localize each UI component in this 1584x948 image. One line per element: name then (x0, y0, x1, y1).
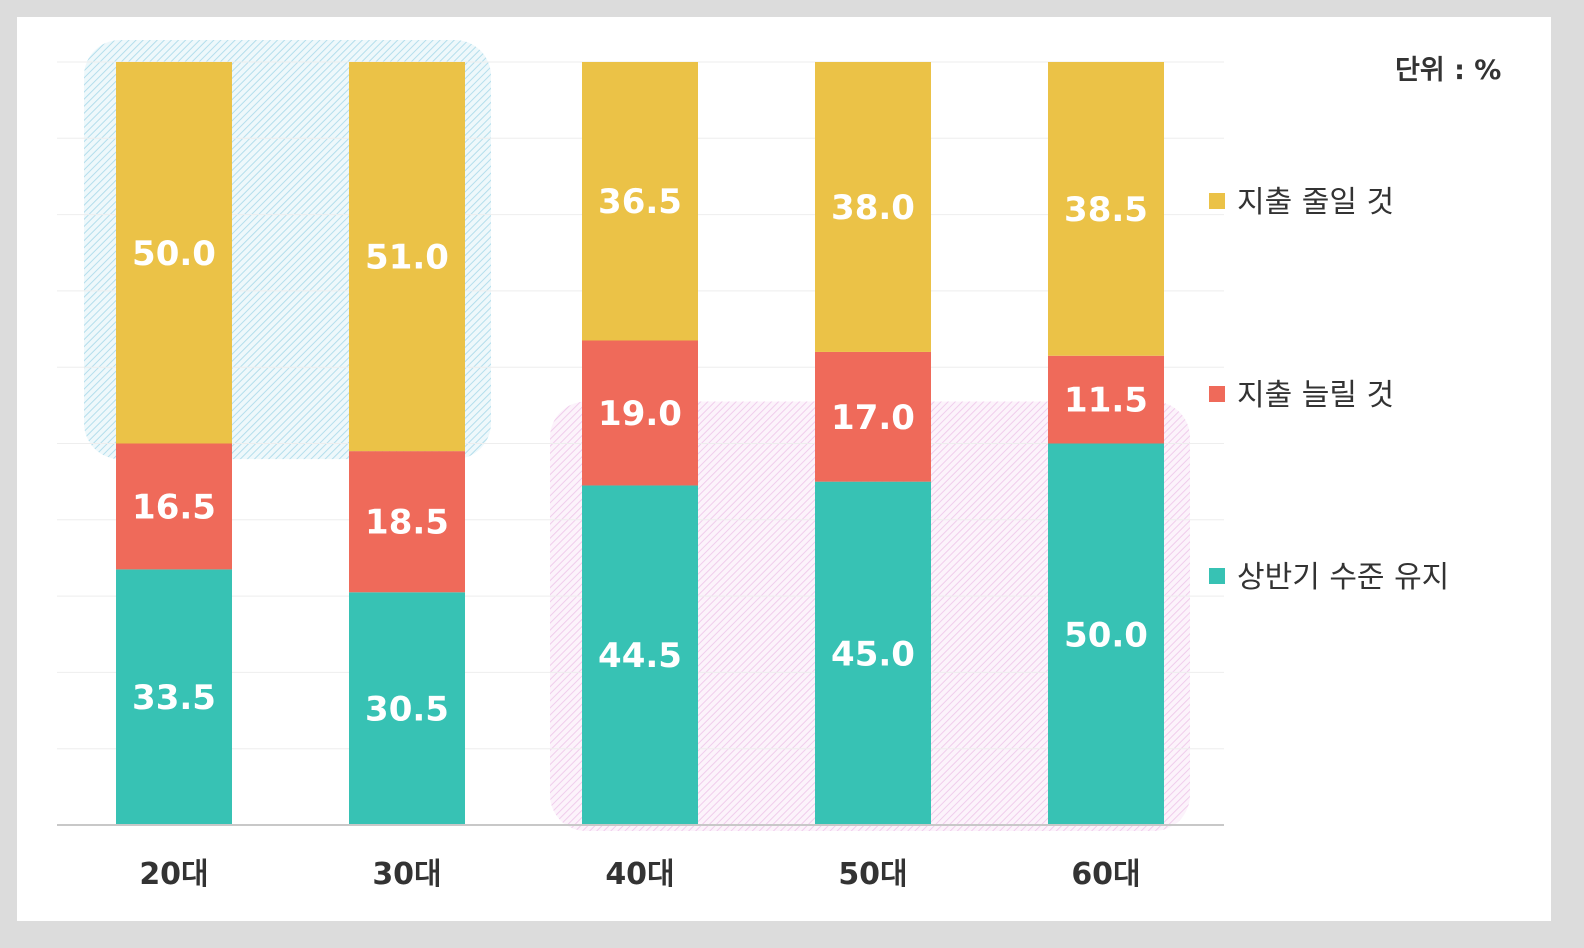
category-label: 60대 (1071, 857, 1140, 892)
bar-value-label: 30.5 (365, 690, 449, 730)
bar-segment (1048, 62, 1164, 356)
category-label: 30대 (372, 857, 441, 892)
bar-value-label: 50.0 (132, 234, 216, 274)
bar-segment (582, 485, 698, 825)
bar-segment (815, 62, 931, 352)
bar-segment (1048, 355, 1164, 444)
bar-segment (349, 592, 465, 825)
category-label: 20대 (139, 857, 208, 892)
bar-value-label: 16.5 (132, 487, 216, 527)
bar-segment (582, 62, 698, 341)
bar-value-label: 33.5 (132, 678, 216, 718)
bar-value-label: 19.0 (598, 394, 682, 434)
bar-segment (815, 351, 931, 482)
bar-segment (349, 62, 465, 452)
category-label: 50대 (838, 857, 907, 892)
stacked-bar-chart: 33.5 16.5 50.0 30.5 18.5 51.0 44.5 19.0 36.5 45.0… (57, 40, 1501, 892)
bar-segment (116, 569, 232, 825)
bar-value-label: 36.5 (598, 182, 682, 222)
bar-segment (815, 481, 931, 825)
legend-swatch (1209, 386, 1225, 402)
bar-value-label: 38.5 (1064, 190, 1148, 230)
bar-value-label: 18.5 (365, 503, 449, 543)
legend-swatch (1209, 193, 1225, 209)
bar-segment (116, 62, 232, 444)
bar-segment (1048, 443, 1164, 825)
unit-label: 단위 : % (1395, 55, 1501, 86)
bar-value-label: 38.0 (831, 188, 915, 228)
legend-label: 지출 줄일 것 (1237, 185, 1394, 220)
bar-segment (349, 451, 465, 593)
chart-frame: 33.5 16.5 50.0 30.5 18.5 51.0 44.5 19.0 36.5 45.0… (17, 17, 1551, 921)
bar-value-label: 17.0 (831, 398, 915, 438)
category-label: 40대 (605, 857, 674, 892)
bar-value-label: 11.5 (1064, 381, 1148, 421)
bar-value-label: 44.5 (598, 636, 682, 676)
bar-segment (582, 340, 698, 486)
bar-segment (116, 443, 232, 570)
legend-label: 지출 늘릴 것 (1237, 378, 1394, 413)
bar-value-label: 45.0 (831, 634, 915, 674)
bar-value-label: 50.0 (1064, 615, 1148, 655)
bar-value-label: 51.0 (365, 238, 449, 278)
legend-label: 상반기 수준 유지 (1237, 560, 1449, 595)
legend-swatch (1209, 568, 1225, 584)
